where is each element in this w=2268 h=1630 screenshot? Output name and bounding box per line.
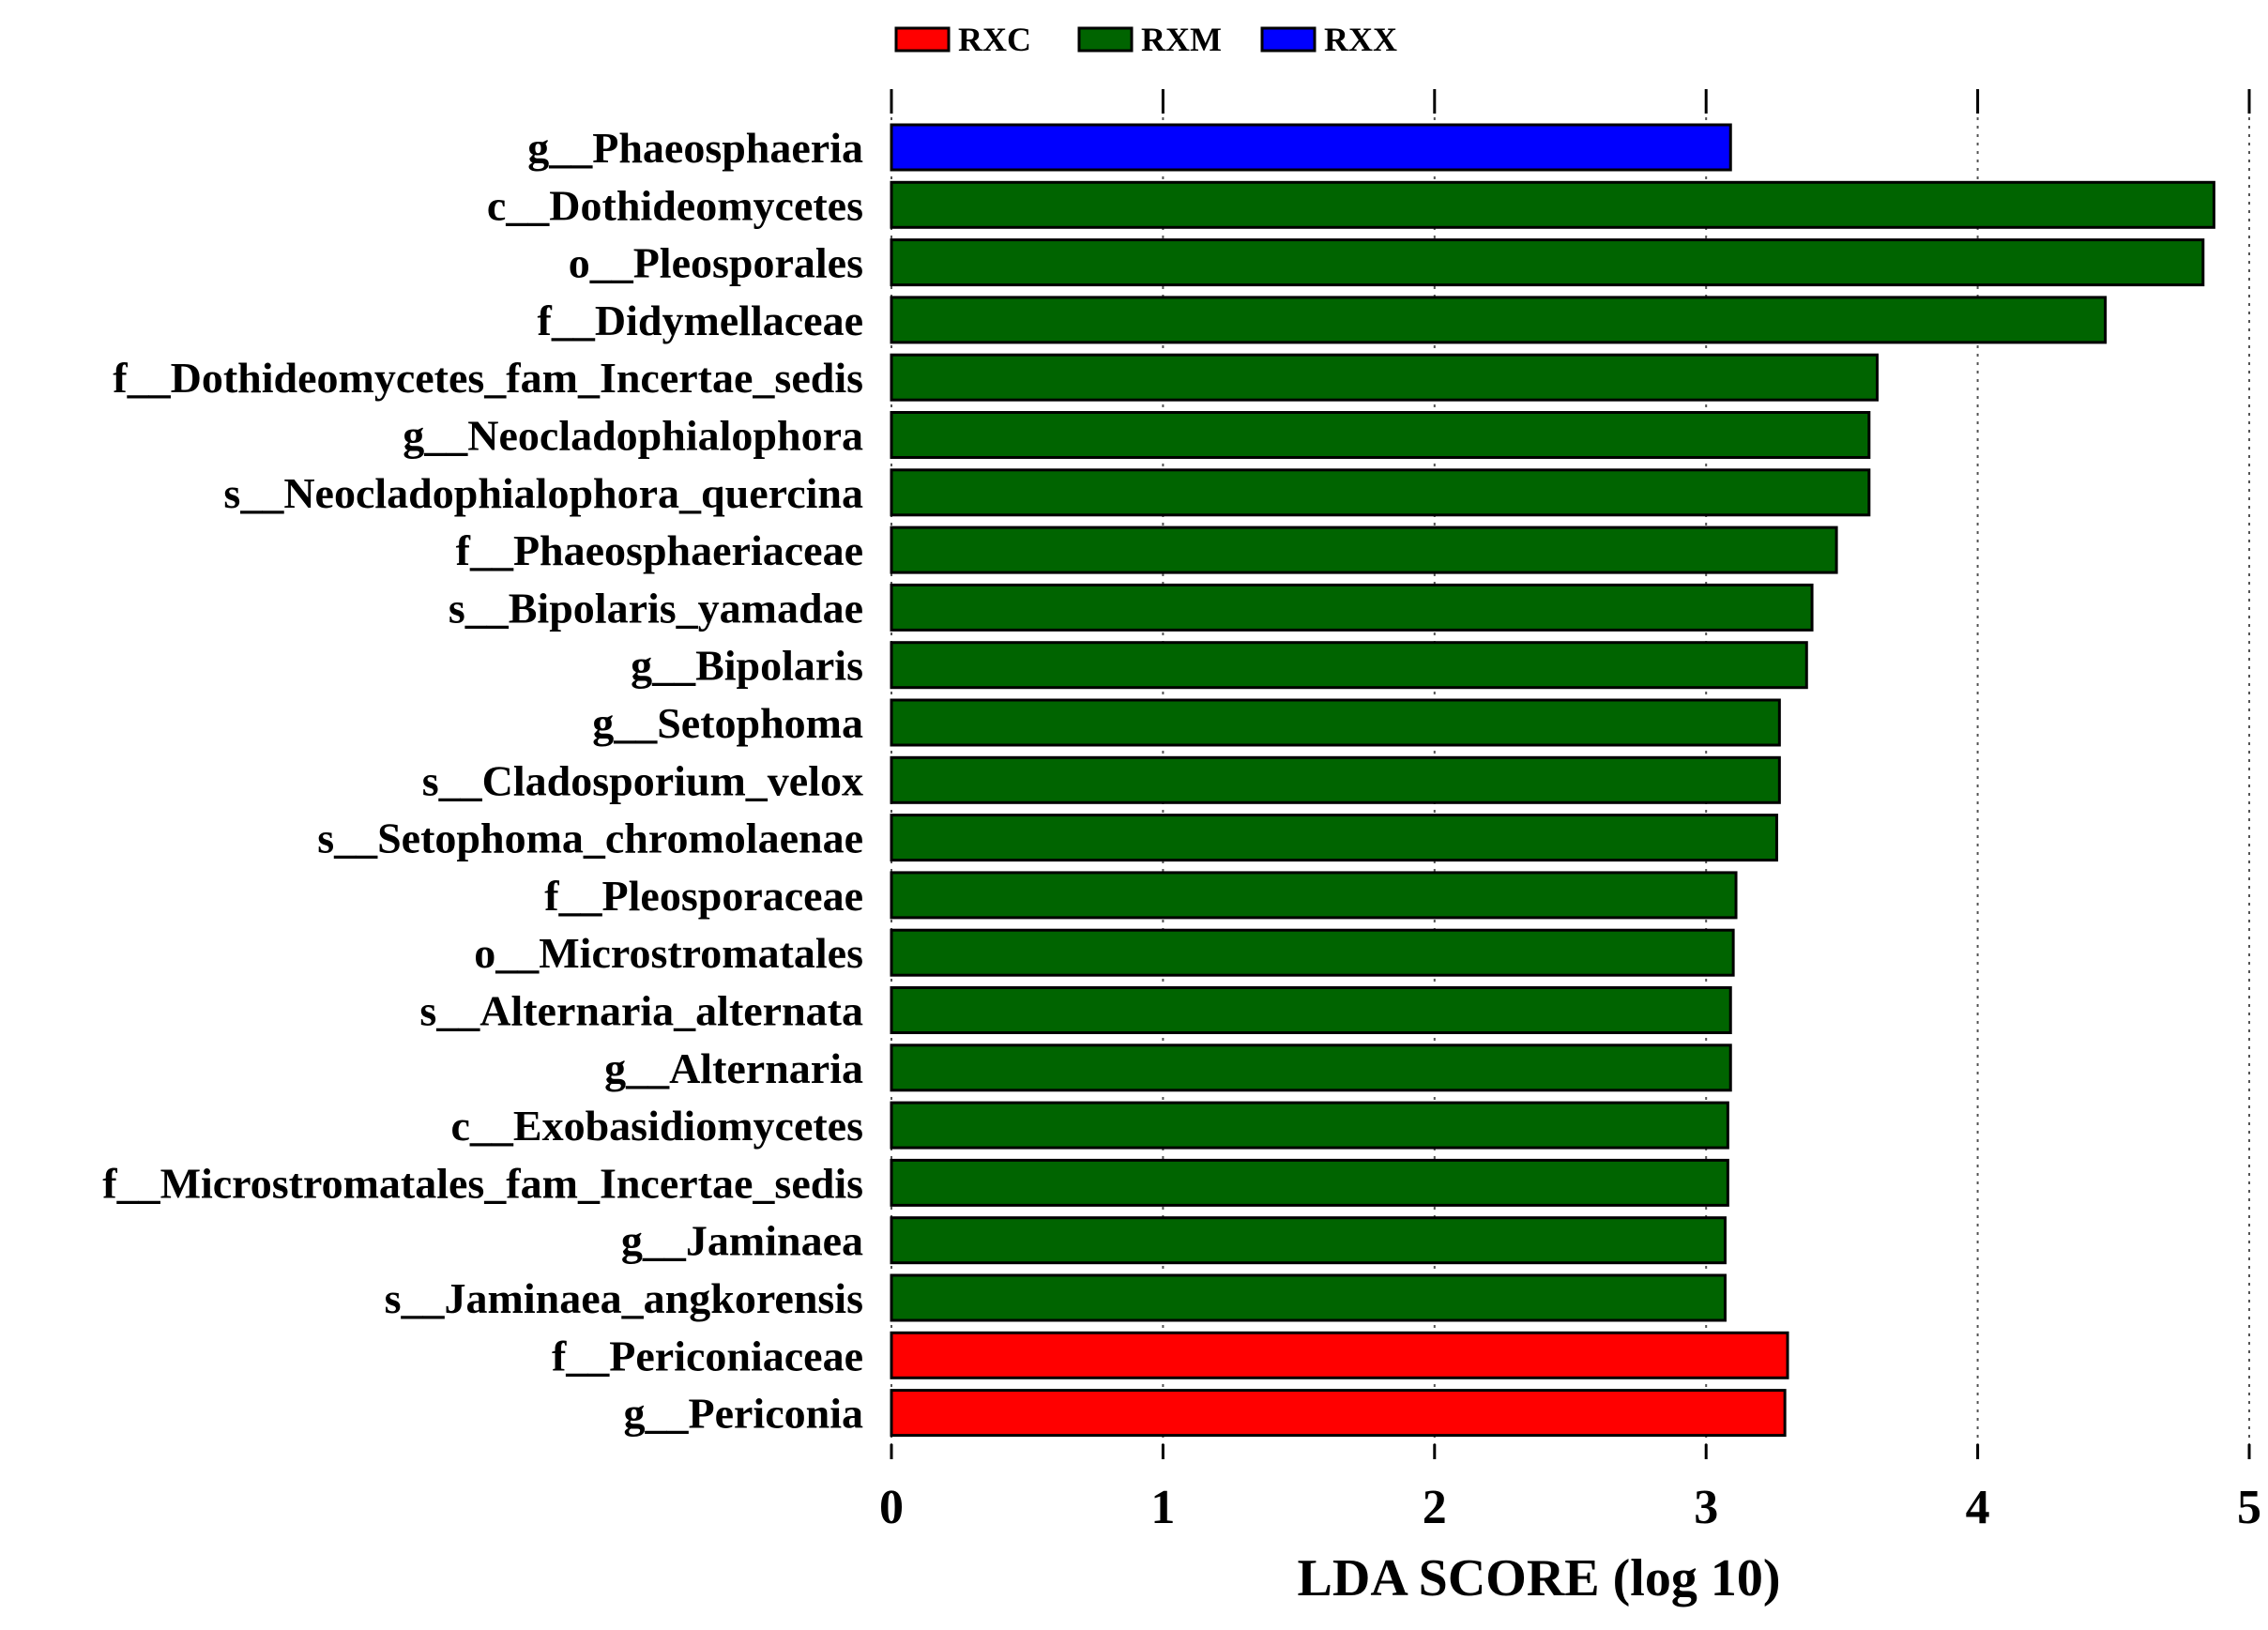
legend-label-rxx: RXX [1324,21,1397,58]
category-label-f-microstromatales-fam-incertae-sedis: f__Microstromatales_fam_Incertae_sedis [102,1159,863,1207]
category-label-g-periconia: g__Periconia [624,1390,864,1438]
legend-swatch-rxm [1077,26,1134,53]
bar-c-exobasidiomycetes [890,1101,1729,1150]
bar-g-phaeosphaeria [890,123,1732,172]
bar-g-periconia [890,1389,1787,1438]
x-axis: 0 1 2 3 4 5 [879,89,2261,1534]
x-tick-label-4: 4 [1966,1481,1990,1534]
category-label-g-bipolaris: g__Bipolaris [631,642,863,690]
legend-label-rxm: RXM [1141,21,1222,58]
category-label-f-dothideomycetes-fam-incertae-sedis: f__Dothideomycetes_fam_Incertae_sedis [113,354,863,402]
category-label-s-bipolaris-yamadae: s__Bipolaris_yamadae [449,584,863,632]
category-label-g-phaeosphaeria: g__Phaeosphaeria [527,124,863,172]
bar-s-cladosporium-velox [890,755,1781,804]
bars [890,123,2215,1438]
category-label-f-didymellaceae: f__Didymellaceae [538,297,863,344]
category-label-s-setophoma-chromolaenae: s__Setophoma_chromolaenae [317,815,863,862]
category-label-f-pleosporaceae: f__Pleosporaceae [544,872,863,920]
category-label-g-neocladophialophora: g__Neocladophialophora [403,412,863,460]
bar-g-bipolaris [890,641,1808,690]
category-label-s-neocladophialophora-quercina: s__Neocladophialophora_quercina [223,469,863,517]
category-label-o-microstromatales: o__Microstromatales [474,929,863,977]
legend-swatch-rxc [894,26,951,53]
category-label-s-alternaria-alternata: s__Alternaria_alternata [419,987,863,1035]
bar-g-alternaria [890,1044,1732,1092]
legend: RXC RXM RXX [894,21,1397,58]
x-tick-label-2: 2 [1423,1481,1447,1534]
legend-swatch-rxx [1260,26,1317,53]
category-label-f-phaeosphaeriaceae: f__Phaeosphaeriaceae [456,526,863,574]
bar-g-neocladophialophora [890,411,1871,459]
bar-f-microstromatales-fam-incertae-sedis [890,1158,1729,1207]
bar-g-setophoma [890,698,1781,747]
category-label-o-pleosporales: o__Pleosporales [569,239,863,287]
x-tick-label-3: 3 [1694,1481,1718,1534]
category-label-g-jaminaea: g__Jaminaea [621,1217,863,1265]
category-label-c-dothideomycetes: c__Dothideomycetes [487,181,863,229]
x-tick-label-5: 5 [2237,1481,2261,1534]
category-label-g-alternaria: g__Alternaria [604,1044,863,1092]
category-label-c-exobasidiomycetes: c__Exobasidiomycetes [450,1102,863,1150]
bar-o-pleosporales [890,238,2205,287]
x-tick-label-0: 0 [879,1481,904,1534]
bar-o-microstromatales [890,928,1735,977]
x-axis-title: LDA SCORE (log 10) [1298,1549,1781,1607]
legend-label-rxc: RXC [958,21,1031,58]
bar-f-dothideomycetes-fam-incertae-sedis [890,353,1880,402]
category-labels: g__Phaeosphaeria c__Dothideomycetes o__Ple… [102,124,863,1438]
bar-c-dothideomycetes [890,180,2215,229]
bar-f-periconiaceae [890,1331,1789,1379]
category-label-s-cladosporium-velox: s__Cladosporium_velox [422,756,863,804]
bar-s-bipolaris-yamadae [890,583,1814,632]
x-tick-label-1: 1 [1150,1481,1175,1534]
category-label-s-jaminaea-angkorensis: s__Jaminaea_angkorensis [385,1274,863,1322]
bar-s-neocladophialophora-quercina [890,468,1871,517]
bar-f-phaeosphaeriaceae [890,526,1838,574]
bar-s-jaminaea-angkorensis [890,1273,1727,1322]
bar-s-alternaria-alternata [890,986,1732,1034]
bar-f-pleosporaceae [890,871,1738,920]
category-label-g-setophoma: g__Setophoma [592,699,863,747]
bar-g-jaminaea [890,1216,1727,1265]
bar-f-didymellaceae [890,296,2108,344]
bar-s-setophoma-chromolaenae [890,814,1778,862]
category-label-f-periconiaceae: f__Periconiaceae [552,1332,863,1379]
